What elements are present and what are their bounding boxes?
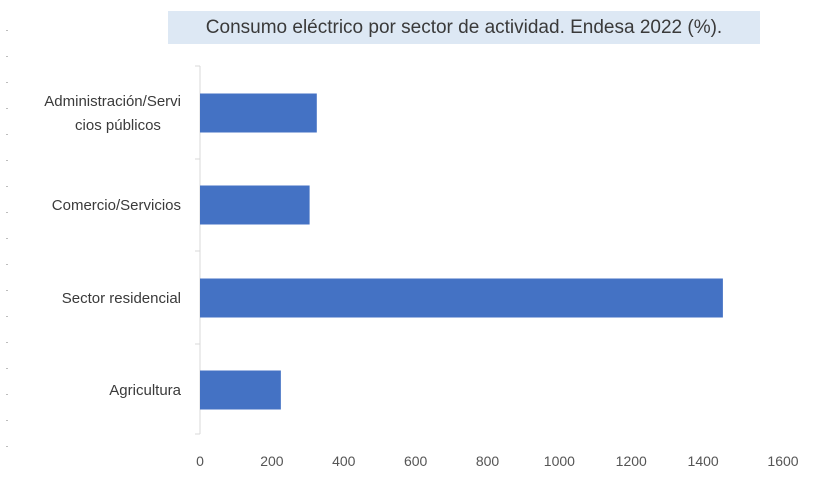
bar-0 [200, 93, 317, 133]
x-tick-label: 1000 [544, 453, 575, 469]
x-tick-label: 1600 [767, 453, 798, 469]
x-tick-label: 800 [476, 453, 500, 469]
x-tick-label: 400 [332, 453, 356, 469]
bar-1 [200, 185, 310, 225]
category-label: Sector residencial [62, 290, 181, 307]
bar-3 [200, 370, 281, 410]
category-label: Administración/Servi [44, 93, 181, 110]
x-tick-label: 0 [196, 453, 204, 469]
x-tick-label: 600 [404, 453, 428, 469]
category-label: Comercio/Servicios [52, 197, 181, 214]
x-tick-label: 1200 [616, 453, 647, 469]
left-edge-ticks [6, 0, 10, 480]
x-tick-label: 1400 [688, 453, 719, 469]
bar-2 [200, 278, 723, 318]
chart-title: Consumo eléctrico por sector de activida… [168, 11, 760, 44]
chart-title-text: Consumo eléctrico por sector de activida… [205, 16, 723, 38]
x-tick-label: 200 [260, 453, 284, 469]
category-label: Agricultura [109, 382, 181, 399]
category-label: cios públicos [75, 117, 161, 134]
